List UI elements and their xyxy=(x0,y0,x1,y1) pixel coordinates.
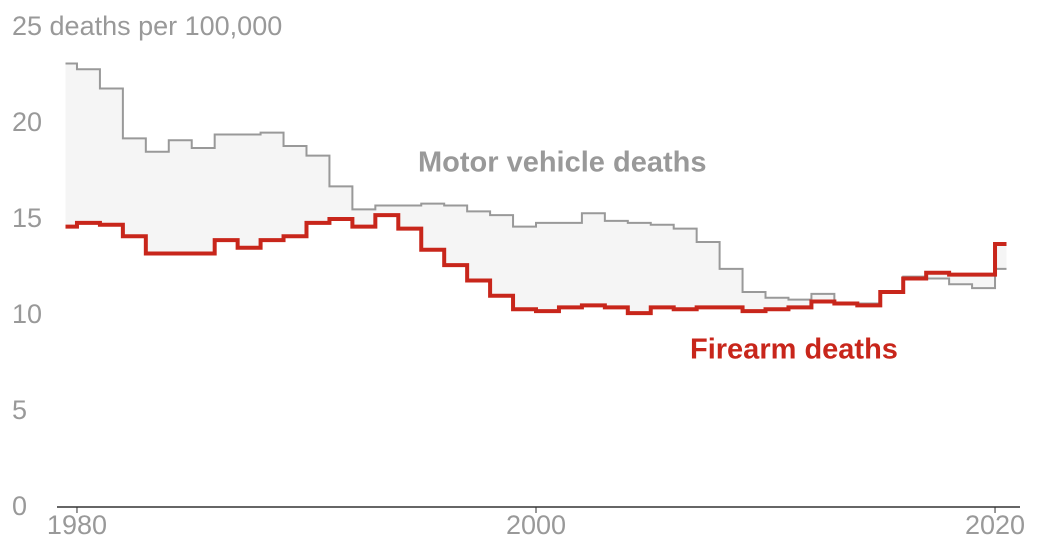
y-tick-label: 20 xyxy=(12,107,42,137)
y-tick-label: 0 xyxy=(12,491,27,521)
y-tick-label: 10 xyxy=(12,299,42,329)
y-tick-label: 5 xyxy=(12,395,27,425)
series-label: Firearm deaths xyxy=(690,334,898,366)
x-tick-label: 2020 xyxy=(965,510,1025,540)
series-label: Motor vehicle deaths xyxy=(418,147,706,179)
x-tick-label: 1980 xyxy=(47,510,107,540)
step-line xyxy=(65,213,1007,316)
x-tick-label: 2000 xyxy=(506,510,566,540)
y-tick-label: 15 xyxy=(12,203,42,233)
area-between xyxy=(65,63,1007,314)
y-tick-label: 25 deaths per 100,000 xyxy=(12,11,282,41)
